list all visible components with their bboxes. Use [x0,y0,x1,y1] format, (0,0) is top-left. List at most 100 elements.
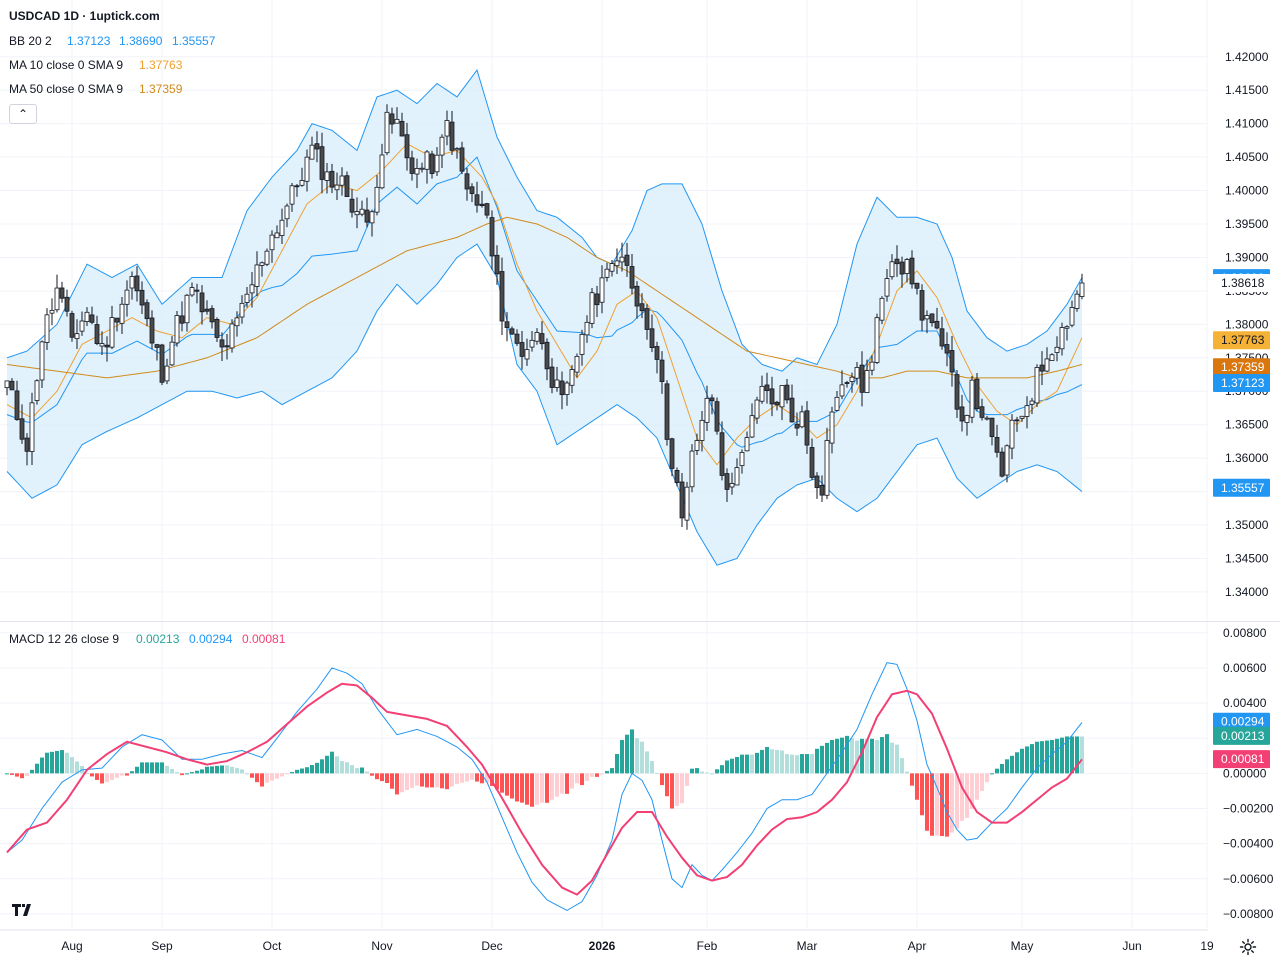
legend-ma10-name[interactable]: MA 10 close 0 SMA 9 [9,58,123,72]
candle-body [104,344,110,348]
candle-body [664,383,670,440]
time-tick-label: Dec [481,939,502,953]
macd-histogram-bar [35,763,39,774]
macd-histogram-bar [305,767,309,774]
macd-histogram-bar [390,773,394,789]
candle-body [214,318,220,338]
macd-badge: 0.00213 [1213,726,1270,745]
macd-histogram-bar [75,761,79,774]
candle [49,298,55,326]
macd-histogram-bar [280,773,284,777]
candle [609,259,615,277]
macd-histogram-bar [815,748,819,774]
macd-histogram-bar [820,745,824,774]
candle [784,379,790,404]
candle [989,417,995,446]
candle-body [984,417,990,420]
macd-histogram-bar [530,773,534,807]
macd-histogram-bar [710,773,714,775]
candle [674,467,680,487]
macd-histogram-bar [45,752,49,774]
time-tick-label: Sep [151,939,173,953]
candle-body [1054,346,1060,353]
macd-histogram-bar [805,754,809,774]
macd-histogram-bar [175,772,179,774]
macd-histogram-bar [585,773,589,781]
candle [129,271,135,300]
candle-body [219,339,225,348]
price-badge: 1.37123 [1213,374,1270,393]
macd-histogram-bar [250,773,254,778]
candle [729,472,735,495]
macd-axis[interactable]: 0.008000.006000.004000.002000.00000−0.00… [1213,626,1274,921]
signal-line [6,682,1083,896]
candle [954,369,960,418]
macd-histogram-bar [190,772,194,774]
collapse-legend-button[interactable]: ⌃ [9,104,37,124]
macd-histogram-bar [620,739,624,774]
candle [499,257,505,336]
candle [414,158,420,189]
candle [869,355,875,376]
macd-histogram-bar [255,773,259,783]
candle [794,412,800,436]
macd-histogram-bar [360,767,364,774]
candle-body [989,417,995,437]
macd-histogram-bar [790,754,794,774]
macd-histogram-bar [100,773,104,784]
time-tick-label: May [1011,939,1034,953]
price-axis[interactable]: 1.42000 1.41500 1.41000 1.40500 1.40000 1.395… [1213,50,1270,599]
macd-histogram-bar [980,773,984,791]
candle-body [604,268,610,278]
macd-histogram-bar [515,773,519,802]
time-axis[interactable]: Aug Sep Oct Nov Dec 2026 Feb Mar Apr May Jun 19 [0,929,1214,953]
time-tick-label: Feb [697,939,718,953]
macd-histogram-bar [845,735,849,774]
macd-histogram-bar [55,750,59,774]
candle [179,301,185,332]
bb-fill [7,70,1082,566]
candle-body [9,380,15,391]
candle [264,248,270,267]
macd-histogram-bar [440,773,444,789]
candle [94,315,100,346]
legend-macd-hist: 0.00213 [136,632,180,646]
macd-tick-label: −0.00400 [1223,837,1274,851]
candle-body [299,180,305,186]
macd-histogram-bar [350,765,354,774]
macd-badge-bg [1213,726,1270,745]
legend-macd-signal: 0.00081 [242,632,286,646]
candle-body [824,440,830,496]
candle [849,372,855,393]
legend-bb-lower: 1.35557 [172,34,216,48]
tradingview-logo[interactable] [10,900,38,920]
candle-body [414,168,420,175]
candle [714,397,720,435]
legend-macd-name[interactable]: MACD 12 26 close 9 [9,632,119,646]
macd-histogram-bar [655,773,659,775]
legend-bb-name[interactable]: BB 20 2 [9,34,52,48]
macd-histogram-bar [800,754,804,774]
legend-macd-line: 0.00294 [189,632,233,646]
candle [19,404,25,444]
candle-body [899,261,905,275]
macd-histogram-bar [180,773,184,776]
candle [1019,415,1025,422]
candle [634,281,640,319]
macd-histogram-bar [505,773,509,796]
candle-body [859,364,865,393]
candle-body [19,418,25,440]
candle [479,190,485,208]
macd-histogram-bar [615,754,619,774]
candle-body [464,173,470,190]
macd-histogram-bar [850,738,854,774]
gear-icon[interactable] [1238,937,1258,957]
candle [334,172,340,201]
macd-histogram-bar [5,773,9,775]
candle [99,331,105,356]
candle [284,203,290,228]
candle-body [374,186,380,213]
legend-ma50-name[interactable]: MA 50 close 0 SMA 9 [9,82,123,96]
macd-histogram-bar [415,773,419,786]
